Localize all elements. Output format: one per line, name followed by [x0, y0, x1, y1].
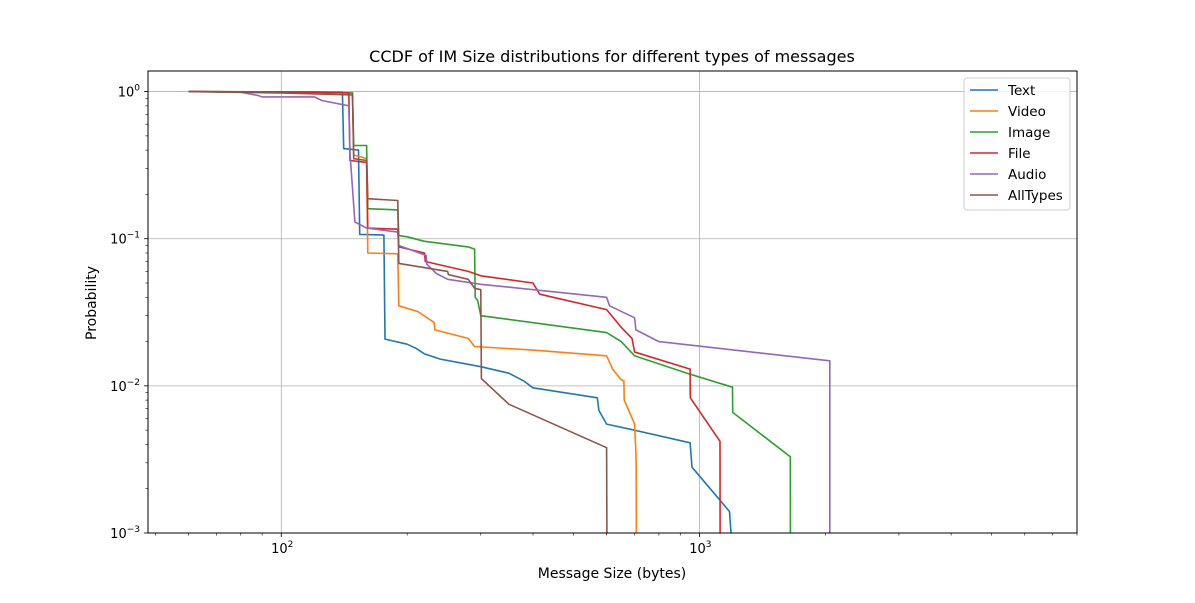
plot-frame — [147, 70, 1078, 534]
series-line-image — [188, 90, 792, 534]
y-axis-label: Probability — [84, 266, 100, 340]
legend-label: File — [1008, 146, 1031, 162]
y-tick-label: 10−2 — [110, 378, 140, 395]
legend-label: Audio — [1008, 167, 1046, 183]
series-line-text — [188, 90, 732, 534]
y-tick-label: 100 — [118, 84, 141, 101]
series-line-audio — [188, 90, 831, 533]
series-line-video — [188, 90, 638, 534]
legend-label: Image — [1008, 125, 1050, 141]
x-axis-label: Message Size (bytes) — [538, 566, 687, 582]
series-line-alltypes — [188, 90, 608, 534]
axis-ticks: 102 103 100 10−1 10−2 10−3 — [110, 84, 1078, 557]
x-tick-label: 103 — [689, 540, 711, 557]
legend-label: AllTypes — [1008, 188, 1063, 204]
y-tick-label: 10−1 — [110, 231, 140, 248]
legend-label: Video — [1008, 104, 1046, 120]
series-line-file — [188, 90, 721, 534]
series-lines — [188, 90, 831, 534]
y-tick-label: 10−3 — [110, 525, 140, 542]
x-tick-label: 102 — [271, 540, 293, 557]
legend: Text Video Image File Audio AllTypes — [963, 77, 1071, 211]
chart-title: CCDF of IM Size distributions for differ… — [369, 47, 855, 66]
legend-label: Text — [1007, 83, 1035, 99]
